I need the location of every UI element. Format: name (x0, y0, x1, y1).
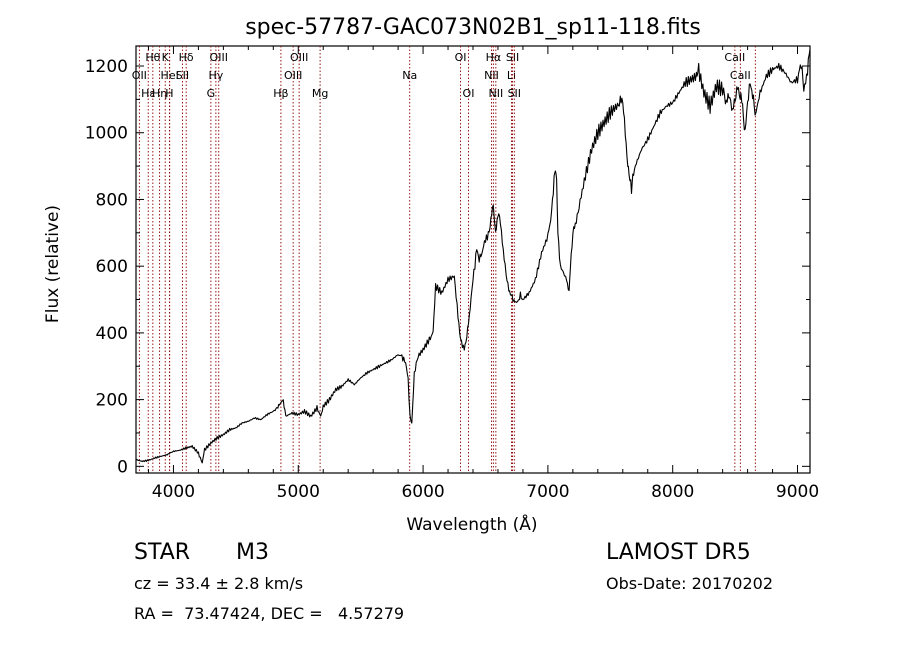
line-marker-label-25: CaII (724, 51, 745, 64)
y-tick-label-2: 400 (96, 324, 128, 344)
y-tick-label-6: 1200 (85, 57, 128, 77)
x-tick-label-3: 7000 (526, 482, 569, 502)
x-axis-label: Wavelength (Å) (406, 513, 537, 535)
line-marker-label-2: Hθ (145, 51, 160, 64)
line-marker-label-14: OIII (290, 51, 308, 64)
line-marker-label-8: Hδ (179, 51, 194, 64)
line-marker-label-6: HeI (161, 69, 179, 82)
line-marker-label-26: CaII (730, 69, 751, 82)
x-tick-label-5: 9000 (776, 482, 819, 502)
line-marker-label-15: Mg (312, 87, 328, 100)
object-type: STAR (134, 540, 191, 565)
line-marker-label-22: Li (507, 69, 516, 82)
y-tick-label-5: 1000 (85, 124, 128, 144)
chart-title: spec-57787-GAC073N02B1_sp11-118.fits (245, 15, 701, 40)
line-marker-label-19: NII (484, 69, 499, 82)
line-markers: OIIHεHθHηKHHeISIIHδGHγOIIIHβOIIIOIIIMgNa… (132, 46, 756, 473)
x-tick-label-2: 6000 (401, 482, 444, 502)
line-marker-label-0: OII (132, 69, 147, 82)
y-tick-label-0: 0 (117, 457, 128, 477)
x-tick-label-1: 5000 (277, 482, 320, 502)
line-marker-label-5: H (165, 87, 173, 100)
line-marker-label-23: SII (506, 51, 519, 64)
line-marker-label-7: SII (176, 69, 189, 82)
line-marker-label-11: OIII (210, 51, 228, 64)
y-axis-label: Flux (relative) (43, 205, 63, 323)
line-marker-label-21: NII (488, 87, 503, 100)
x-tick-label-0: 4000 (152, 482, 195, 502)
y-tick-label-3: 600 (96, 257, 128, 277)
redshift-velocity: cz = 33.4 ± 2.8 km/s (134, 574, 304, 593)
line-marker-label-12: Hβ (273, 87, 288, 100)
line-marker-label-13: OIII (284, 69, 302, 82)
axis-ticks: 4000 5000 6000 7000 8000 9000 0 200 400 600 800 100… (85, 46, 819, 502)
survey-name: LAMOST DR5 (606, 540, 751, 565)
line-marker-label-4: K (162, 51, 170, 64)
line-marker-label-24: SII (508, 87, 521, 100)
coordinates: RA = 73.47424, DEC = 4.57279 (134, 604, 405, 623)
line-marker-label-1: Hε (141, 87, 155, 100)
line-marker-label-9: G (207, 87, 216, 100)
plot-frame (135, 45, 811, 474)
line-marker-label-18: OI (463, 87, 475, 100)
x-tick-label-4: 8000 (651, 482, 694, 502)
line-marker-label-3: Hη (152, 87, 167, 100)
line-marker-label-10: Hγ (208, 69, 223, 82)
y-tick-label-4: 800 (96, 190, 128, 210)
y-tick-label-1: 200 (96, 391, 128, 411)
spectrum-line (135, 49, 811, 464)
subclass: M3 (236, 540, 269, 565)
line-marker-label-17: OI (455, 51, 467, 64)
observation-date: Obs-Date: 20170202 (606, 574, 774, 593)
line-marker-label-16: Na (402, 69, 417, 82)
line-marker-label-20: Hα (486, 51, 502, 64)
